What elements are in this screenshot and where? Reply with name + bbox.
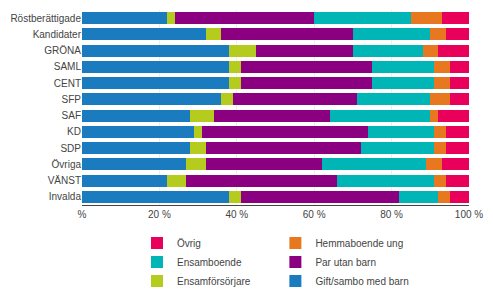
svg-text:Hemmaboende ung: Hemmaboende ung xyxy=(315,238,403,249)
svg-text:Övrig: Övrig xyxy=(177,238,201,249)
svg-text:Kandidater: Kandidater xyxy=(33,29,82,40)
svg-text:SAF: SAF xyxy=(62,110,81,121)
svg-text:SFP: SFP xyxy=(62,94,82,105)
svg-text:%: % xyxy=(78,209,87,220)
svg-text:Ensamboende: Ensamboende xyxy=(177,257,242,268)
svg-text:80 %: 80 % xyxy=(380,209,403,220)
svg-text:Röstberättigade: Röstberättigade xyxy=(10,13,81,24)
svg-text:VÄNST: VÄNST xyxy=(48,175,81,186)
svg-text:60 %: 60 % xyxy=(303,209,326,220)
svg-text:20 %: 20 % xyxy=(148,209,171,220)
svg-text:SAML: SAML xyxy=(54,61,82,72)
svg-text:Ensamförsörjare: Ensamförsörjare xyxy=(177,276,251,287)
svg-text:GRÖNA: GRÖNA xyxy=(44,45,81,56)
svg-text:Övriga: Övriga xyxy=(52,159,82,170)
svg-text:Par utan barn: Par utan barn xyxy=(315,257,376,268)
svg-text:40 %: 40 % xyxy=(225,209,248,220)
svg-text:CENT: CENT xyxy=(54,78,81,89)
svg-text:Gift/sambo med barn: Gift/sambo med barn xyxy=(315,276,408,287)
svg-text:100 %: 100 % xyxy=(455,209,483,220)
svg-text:KD: KD xyxy=(67,126,81,137)
svg-text:Invalda: Invalda xyxy=(49,191,82,202)
svg-text:SDP: SDP xyxy=(60,143,81,154)
